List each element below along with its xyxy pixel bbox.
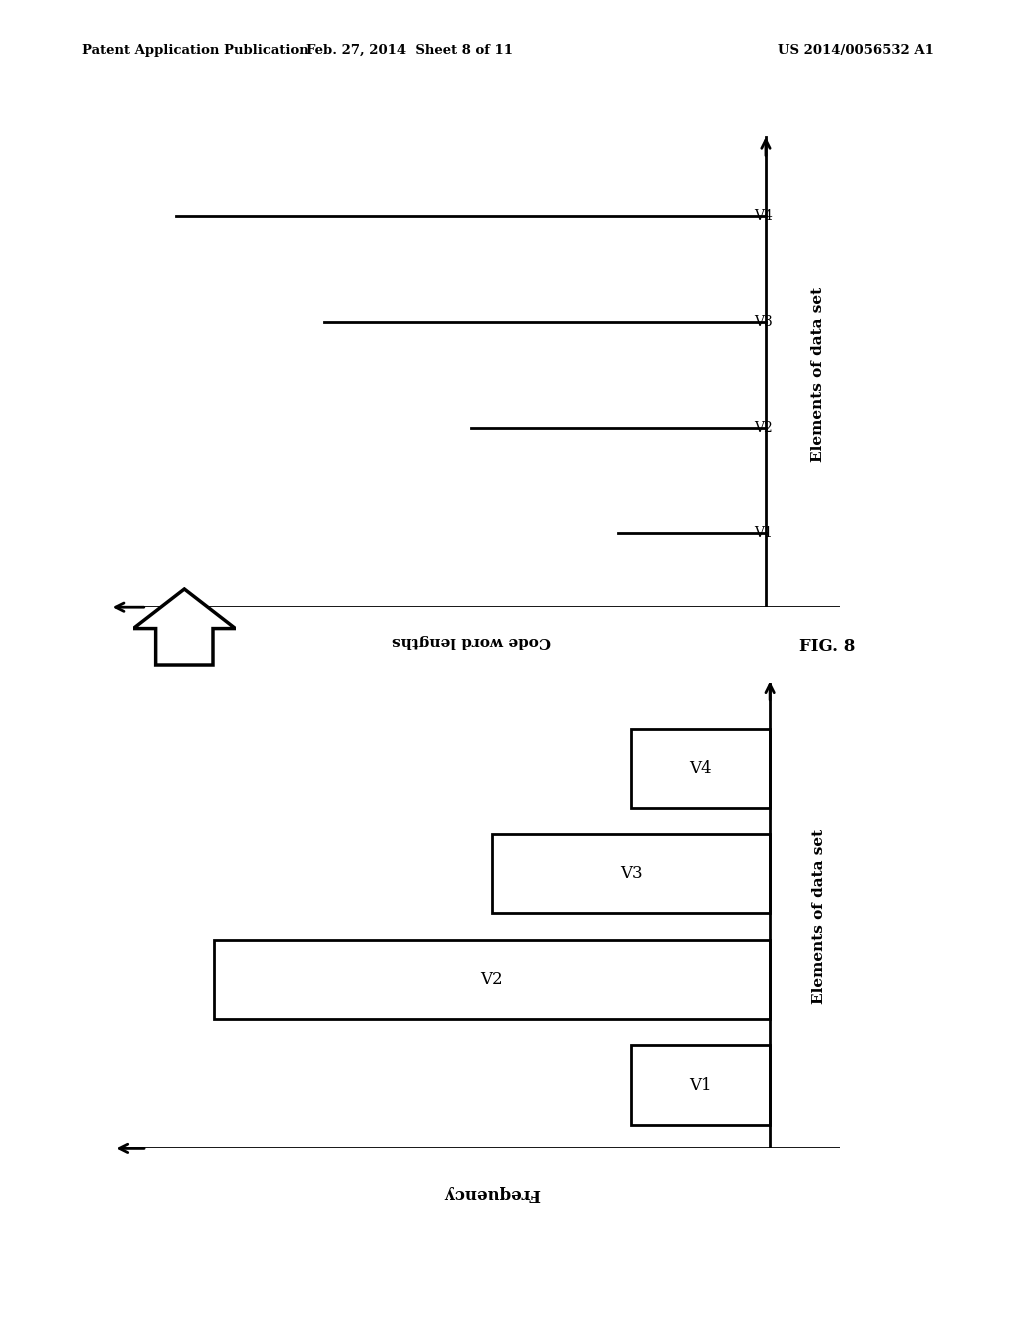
Text: V2: V2 [754,421,773,434]
Text: Elements of data set: Elements of data set [811,288,824,462]
Text: FIG. 8: FIG. 8 [799,639,855,655]
Text: Elements of data set: Elements of data set [812,829,825,1003]
Text: Frequency: Frequency [443,1185,541,1203]
Bar [631,729,770,808]
Text: V4: V4 [689,760,712,776]
Text: V4: V4 [754,210,773,223]
Bar [214,940,770,1019]
Text: Code word lengths: Code word lengths [391,634,551,648]
Text: Patent Application Publication: Patent Application Publication [82,44,308,57]
Text: Feb. 27, 2014  Sheet 8 of 11: Feb. 27, 2014 Sheet 8 of 11 [306,44,513,57]
Text: V2: V2 [480,972,503,987]
Polygon shape [133,589,236,665]
Text: US 2014/0056532 A1: US 2014/0056532 A1 [778,44,934,57]
Bar [492,834,770,913]
Text: V3: V3 [754,315,773,329]
Text: V1: V1 [689,1077,712,1093]
Text: V3: V3 [620,866,642,882]
Text: V1: V1 [754,527,773,540]
Bar [631,1045,770,1125]
